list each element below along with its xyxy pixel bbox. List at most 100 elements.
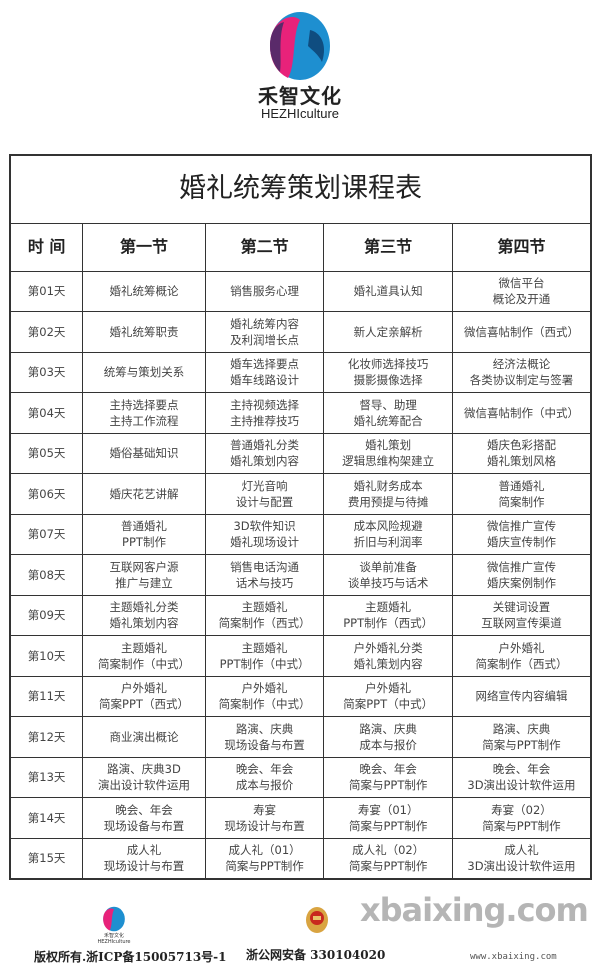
session-text: 婚礼策划内容 bbox=[230, 454, 300, 469]
session-text: 互联网客户源 bbox=[109, 559, 179, 574]
session-cell: 晚会、年会 现场设备与布置 bbox=[82, 797, 206, 839]
session-text: PPT制作（中式） bbox=[219, 656, 310, 671]
session-text: 婚车线路设计 bbox=[230, 373, 300, 388]
day-cell: 第02天 bbox=[9, 311, 84, 353]
session-cell: 主持选择要点 主持工作流程 bbox=[82, 392, 206, 434]
session-text: 户外婚礼 bbox=[365, 681, 412, 696]
session-text: 婚庆宣传制作 bbox=[486, 535, 556, 550]
session-cell: 微信推广宣传 婚庆案例制作 bbox=[451, 554, 592, 596]
brand-name-en: HEZHIculture bbox=[260, 106, 340, 121]
session-text: 成人礼（02） bbox=[352, 843, 425, 857]
session-text: 普通婚礼 bbox=[498, 478, 545, 493]
session-cell: 互联网客户源 推广与建立 bbox=[82, 554, 206, 596]
session-text: 主题婚礼 bbox=[241, 600, 288, 615]
session-text: 成本与报价 bbox=[359, 737, 417, 752]
session-cell: 微信推广宣传 婚庆宣传制作 bbox=[451, 513, 592, 555]
session-cell: 新人定亲解析 bbox=[323, 311, 453, 353]
day-cell: 第01天 bbox=[9, 270, 84, 312]
session-text: 主持视频选择 bbox=[230, 397, 300, 412]
session-text: 婚礼策划 bbox=[365, 438, 412, 453]
session-text: 关键词设置 bbox=[492, 600, 551, 615]
session-text: 谈单技巧与话术 bbox=[347, 575, 429, 590]
session-text: 晚会、年会 bbox=[492, 762, 551, 777]
session-text: 婚礼财务成本 bbox=[353, 478, 423, 493]
session-text: 谈单前准备 bbox=[359, 559, 417, 574]
footer-logo-text: 禾智文化 HEZHIculture bbox=[97, 933, 131, 945]
day-cell: 第12天 bbox=[9, 716, 84, 758]
session-text: 晚会、年会 bbox=[235, 762, 294, 777]
public-security-record[interactable]: 浙公网安备 330104020 bbox=[246, 948, 386, 962]
session-text: 晚会、年会 bbox=[115, 802, 173, 817]
session-text: 简案与PPT制作 bbox=[482, 818, 561, 833]
session-text: 婚礼统筹配合 bbox=[353, 413, 423, 428]
session-text: 督导、助理 bbox=[359, 397, 417, 412]
session-text: 灯光音响 bbox=[241, 478, 288, 493]
session-text: 3D演出设计软件运用 bbox=[467, 778, 576, 793]
session-text: PPT制作 bbox=[122, 535, 166, 550]
session-text: 婚礼统筹概论 bbox=[109, 284, 179, 299]
session-text: 3D演出设计软件运用 bbox=[467, 859, 576, 873]
session-text: 路演、庆典 bbox=[359, 721, 417, 736]
session-text: 现场设备与布置 bbox=[224, 737, 305, 752]
session-text: 婚礼统筹职责 bbox=[109, 324, 179, 339]
session-cell: 成人礼 3D演出设计软件运用 bbox=[451, 837, 592, 879]
session-text: 简案制作 bbox=[498, 494, 545, 509]
session-text: 普通婚礼分类 bbox=[230, 438, 300, 453]
session-cell: 户外婚礼分类 婚礼策划内容 bbox=[323, 635, 453, 677]
day-cell: 第03天 bbox=[9, 351, 84, 393]
footer-logo bbox=[103, 906, 125, 932]
session-text: 路演、庆典3D bbox=[107, 762, 181, 777]
session-text: 寿宴 bbox=[253, 802, 277, 817]
session-cell: 户外婚礼 简案PPT（西式） bbox=[82, 675, 206, 717]
icp-license[interactable]: 版权所有.浙ICP备15005713号-1 bbox=[34, 950, 227, 964]
session-text: 推广与建立 bbox=[115, 575, 173, 590]
session-cell: 督导、助理 婚礼统筹配合 bbox=[323, 392, 453, 434]
session-text: 普通婚礼 bbox=[121, 519, 167, 534]
session-text: 主题婚礼 bbox=[241, 640, 288, 655]
session-cell: 主题婚礼分类 婚礼策划内容 bbox=[82, 594, 206, 636]
brand-name-cn: 禾智文化 bbox=[258, 84, 342, 108]
column-header: 第二节 bbox=[204, 222, 325, 272]
session-cell: 关键词设置 互联网宣传渠道 bbox=[451, 594, 592, 636]
session-text: 简案与PPT制作 bbox=[482, 737, 561, 752]
session-cell: 经济法概论 各类协议制定与签署 bbox=[451, 351, 592, 393]
table-row: 第08天 互联网客户源 推广与建立 销售电话沟通 话术与技巧 谈单前准备 谈单技巧与话术 微信… bbox=[9, 554, 592, 596]
session-cell: 路演、庆典 成本与报价 bbox=[323, 716, 453, 758]
table-row: 第15天 成人礼 现场设计与布置 成人礼（01） 简案与PPT制作 成人礼（02） 简案与P… bbox=[9, 837, 592, 879]
session-text: 成人礼 bbox=[126, 843, 162, 857]
session-text: 婚礼道具认知 bbox=[353, 284, 423, 299]
watermark: xbaixing.com bbox=[360, 891, 589, 929]
session-text: 网络宣传内容编辑 bbox=[475, 689, 568, 704]
column-header: 第一节 bbox=[82, 222, 206, 272]
table-row: 第04天 主持选择要点 主持工作流程 主持视频选择 主持推荐技巧 督导、助理 婚礼统筹配合微… bbox=[9, 392, 592, 434]
day-cell: 第07天 bbox=[9, 513, 84, 555]
session-cell: 寿宴（01） 简案与PPT制作 bbox=[323, 797, 453, 839]
session-text: 销售服务心理 bbox=[230, 284, 300, 299]
session-cell: 户外婚礼 简案制作（中式） bbox=[204, 675, 325, 717]
session-text: 微信推广宣传 bbox=[486, 519, 556, 534]
day-cell: 第10天 bbox=[9, 635, 84, 677]
session-text: 简案与PPT制作 bbox=[348, 818, 428, 833]
session-text: 话术与技巧 bbox=[235, 575, 294, 590]
session-text: 婚礼策划内容 bbox=[109, 616, 179, 631]
session-cell: 成本风险规避 折旧与利润率 bbox=[323, 513, 453, 555]
session-cell: 销售电话沟通 话术与技巧 bbox=[204, 554, 325, 596]
session-text: 简案PPT（中式） bbox=[343, 697, 434, 712]
session-cell: 婚礼统筹内容 及利润增长点 bbox=[204, 311, 325, 353]
day-cell: 第06天 bbox=[9, 473, 84, 515]
session-cell: 路演、庆典 简案与PPT制作 bbox=[451, 716, 592, 758]
table-row: 第03天 统筹与策划关系 婚车选择要点 婚车线路设计 化妆师选择技巧 摄影摄像选择 经济法概… bbox=[9, 351, 592, 393]
session-text: 商业演出概论 bbox=[109, 729, 179, 744]
session-cell: 微信平台 概论及开通 bbox=[451, 270, 592, 312]
session-cell: 婚俗基础知识 bbox=[82, 432, 206, 474]
session-text: 成本风险规避 bbox=[353, 519, 423, 534]
table-row: 第10天 主题婚礼 简案制作（中式） 主题婚礼 PPT制作（中式） 户外婚礼分类 婚礼策划内… bbox=[9, 635, 592, 677]
session-text: 统筹与策划关系 bbox=[103, 365, 185, 380]
session-text: 主题婚礼 bbox=[365, 600, 412, 615]
session-cell: 路演、庆典 现场设备与布置 bbox=[204, 716, 325, 758]
session-cell: 微信喜帖制作（西式） bbox=[451, 311, 592, 353]
session-cell: 主题婚礼 PPT制作（西式） bbox=[323, 594, 453, 636]
session-cell: 户外婚礼 简案制作（西式） bbox=[451, 635, 592, 677]
session-cell: 晚会、年会 简案与PPT制作 bbox=[323, 756, 453, 798]
session-text: 婚礼策划内容 bbox=[353, 656, 423, 671]
